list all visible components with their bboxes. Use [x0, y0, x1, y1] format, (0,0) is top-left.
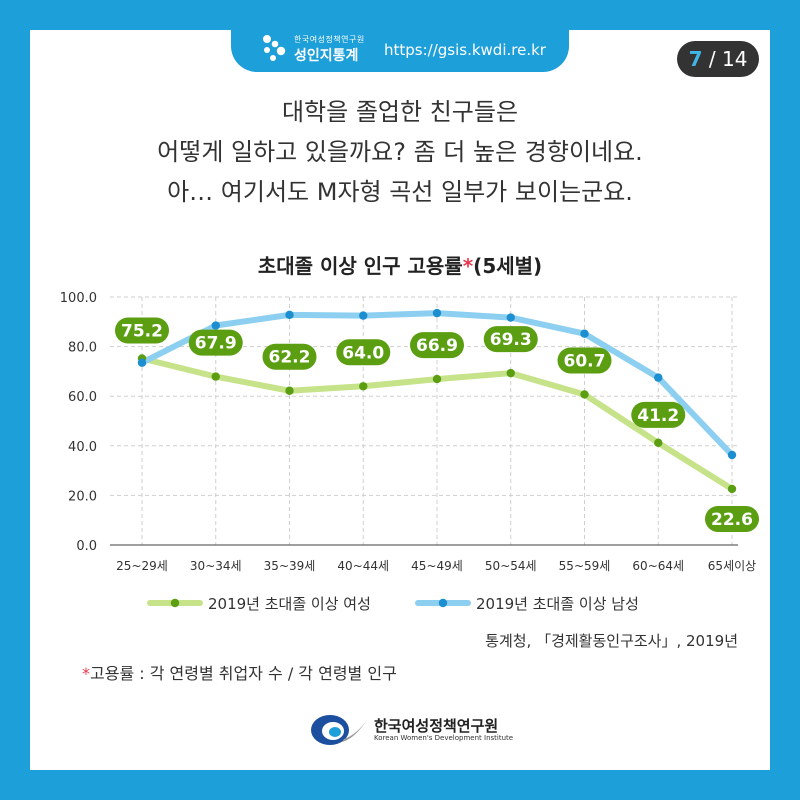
- kwdi-logo-icon: [311, 715, 368, 745]
- chart-title-asterisk: *: [462, 254, 474, 278]
- data-label: 67.9: [195, 334, 237, 354]
- data-label-bg: [557, 347, 612, 374]
- data-label: 60.7: [564, 351, 606, 371]
- header-tab: [231, 30, 569, 72]
- source-note: 통계청, 「경제활동인구조사」, 2019년: [485, 632, 738, 650]
- brand-service-name: 성인지통계: [294, 48, 359, 64]
- data-point-male: [727, 450, 737, 460]
- data-label-bg: [188, 329, 243, 356]
- x-tick-label: 55~59세: [559, 559, 611, 573]
- data-point-female: [285, 386, 294, 395]
- headline: 대학을 졸업한 친구들은 어떻게 일하고 있을까요? 좀 더 높은 경향이네요.…: [40, 92, 760, 212]
- data-point-female: [506, 368, 515, 378]
- x-tick-label: 60~64세: [632, 559, 684, 573]
- headline-line-3: 아… 여기서도 M자형 곡선 일부가 보이는군요.: [167, 178, 633, 206]
- footnote-text: 고용률 : 각 연령별 취업자 수 / 각 연령별 인구: [90, 664, 397, 683]
- x-tick-label: 30~34세: [190, 559, 242, 573]
- data-label: 22.6: [711, 510, 753, 530]
- brand-logo-icon: [263, 35, 286, 61]
- page-separator: /: [708, 47, 716, 71]
- x-tick-label: 65세이상: [708, 559, 756, 573]
- data-point-male: [432, 308, 442, 318]
- y-tick-label: 60.0: [68, 390, 97, 405]
- brand-org-name: 한국여성정책연구원: [294, 35, 365, 44]
- data-point-male: [654, 373, 663, 382]
- data-label-bg: [410, 332, 464, 359]
- data-point-female: [654, 438, 663, 448]
- chart-title-text: 초대졸 이상 인구 고용률: [257, 254, 463, 278]
- chart-title: 초대졸 이상 인구 고용률*(5세별): [40, 250, 760, 279]
- data-label-bg: [336, 339, 391, 366]
- org-name-ko: 한국여성정책연구원: [374, 717, 499, 735]
- data-point-male: [506, 313, 515, 322]
- legend-marker: [170, 598, 180, 608]
- data-point-female: [211, 372, 220, 381]
- data-point-male: [580, 329, 589, 338]
- chart-title-suffix: (5세별): [473, 254, 543, 278]
- data-point-female: [727, 484, 737, 494]
- page-current: 7: [688, 47, 703, 71]
- data-point-male: [137, 358, 147, 367]
- data-label-bg: [483, 326, 538, 353]
- y-tick-label: 80.0: [68, 341, 97, 356]
- headline-line-1: 대학을 졸업한 친구들은: [281, 98, 519, 126]
- x-tick-label: 45~49세: [411, 559, 463, 573]
- page-indicator: 7 / 14: [677, 41, 759, 77]
- content-frame: [30, 30, 770, 770]
- x-tick-label: 50~54세: [485, 559, 537, 573]
- data-label-bg: [115, 317, 169, 344]
- data-label: 62.2: [269, 348, 311, 368]
- footnote-asterisk: *: [82, 664, 90, 683]
- headline-line-2: 어떻게 일하고 있을까요? 좀 더 높은 경향이네요.: [157, 138, 643, 166]
- legend-marker: [438, 598, 448, 608]
- legend-label: 2019년 초대졸 이상 여성: [208, 595, 371, 613]
- y-tick-label: 100.0: [60, 291, 97, 306]
- data-label: 69.3: [490, 330, 532, 350]
- x-tick-label: 35~39세: [264, 559, 316, 573]
- data-label: 64.0: [342, 343, 384, 363]
- data-label: 75.2: [121, 322, 163, 342]
- data-point-male: [211, 321, 220, 330]
- data-point-female: [580, 390, 589, 399]
- data-point-female: [359, 382, 368, 391]
- brand-url-link[interactable]: https://gsis.kwdi.re.kr: [384, 41, 546, 59]
- data-point-male: [285, 310, 294, 320]
- data-label: 41.2: [637, 406, 679, 426]
- data-point-female: [432, 374, 442, 384]
- y-tick-label: 40.0: [68, 440, 97, 455]
- legend-label: 2019년 초대졸 이상 남성: [476, 595, 639, 613]
- x-tick-label: 25~29세: [116, 559, 168, 573]
- org-name-en: Korean Women's Development Institute: [374, 734, 514, 742]
- data-label-bg: [705, 505, 759, 532]
- y-tick-label: 0.0: [76, 539, 97, 554]
- page-total: 14: [721, 47, 748, 71]
- y-tick-label: 20.0: [68, 489, 97, 504]
- x-tick-label: 40~44세: [337, 559, 389, 573]
- data-label-bg: [262, 343, 317, 370]
- data-point-male: [359, 311, 368, 320]
- data-label-bg: [631, 401, 686, 428]
- data-label: 66.9: [416, 336, 458, 356]
- footnote: *고용률 : 각 연령별 취업자 수 / 각 연령별 인구: [82, 660, 397, 684]
